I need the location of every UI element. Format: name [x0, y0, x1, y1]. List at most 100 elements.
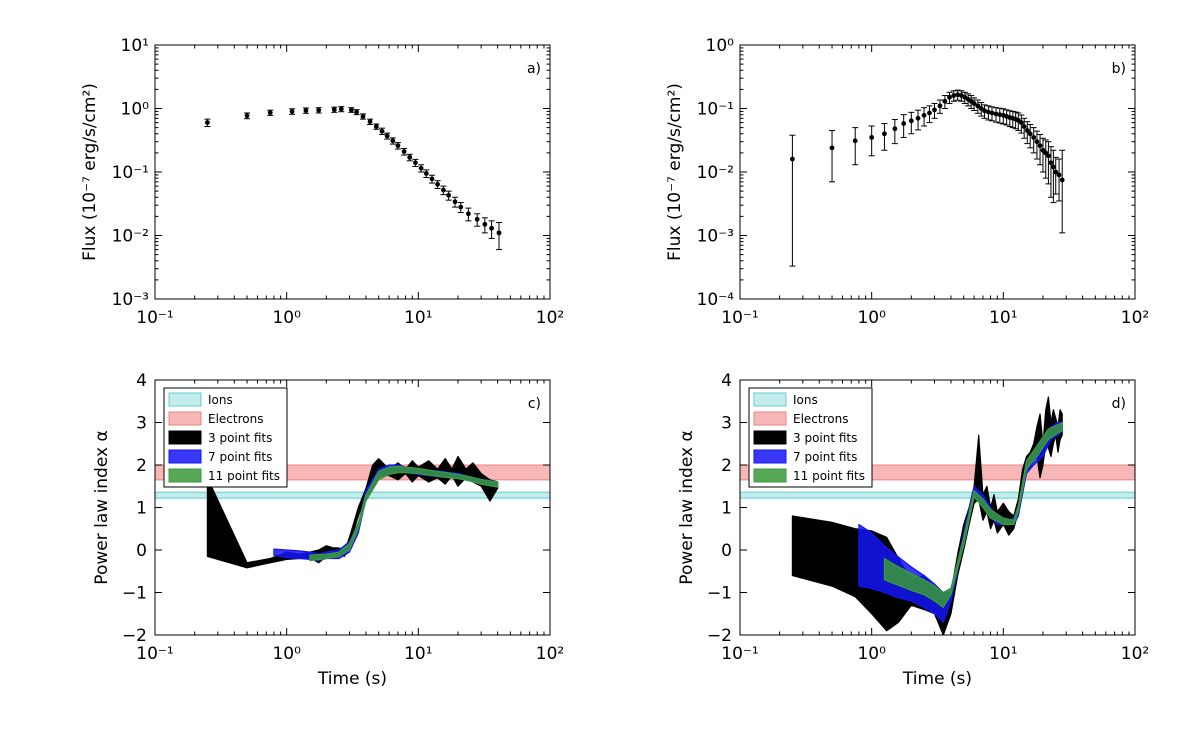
- data-point: [927, 110, 932, 116]
- data-point: [452, 199, 458, 205]
- x-tick-label: 10⁰: [272, 644, 301, 664]
- panel-label: a): [527, 61, 541, 77]
- x-tick-label: 10⁻¹: [136, 644, 173, 664]
- data-point: [932, 107, 937, 113]
- data-point: [1053, 169, 1059, 175]
- y-tick-label: −1: [122, 584, 147, 604]
- data-point: [829, 145, 835, 151]
- panel-label: b): [1112, 61, 1126, 77]
- x-tick-label: 10⁰: [272, 308, 301, 328]
- panel-label: d): [1112, 396, 1126, 412]
- data-point: [465, 211, 471, 217]
- data-point: [384, 133, 390, 139]
- legend-swatch: [753, 468, 787, 483]
- x-tick-label: 10²: [536, 644, 564, 664]
- data-point: [789, 156, 795, 162]
- data-point: [882, 131, 887, 137]
- panel-d: 10⁻¹ 10⁰ 10¹ 10² −2 −1 0 1 2 3 4 Power law index α T…: [677, 371, 1149, 689]
- data-point: [1018, 120, 1024, 125]
- plot-area: [789, 89, 1066, 267]
- data-point: [482, 221, 488, 227]
- legend: Ions Electrons 3 point fits 7 point fits 11 …: [748, 387, 873, 488]
- data-point: [1050, 164, 1056, 170]
- legend: Ions Electrons 3 point fits 7 point fits 11 …: [163, 387, 288, 488]
- data-point: [971, 101, 977, 106]
- data-point: [395, 143, 401, 149]
- data-point: [901, 121, 907, 126]
- legend-label: 3 point fits: [793, 431, 857, 445]
- data-point: [435, 181, 440, 187]
- data-point: [303, 108, 309, 113]
- panel-b: 10⁻¹ 10⁰ 10¹ 10² 10⁻⁴ 10⁻³ 10⁻² 10⁻¹ 10⁰ Flux (10…: [665, 36, 1149, 328]
- data-point: [942, 98, 948, 104]
- y-tick-label: 1: [136, 499, 147, 519]
- y-tick-label: 10⁻⁴: [697, 290, 735, 310]
- data-point: [1024, 128, 1030, 133]
- y-axis-label: Flux (10⁻⁷ erg/s/cm²): [665, 83, 685, 261]
- data-point: [915, 115, 921, 121]
- data-point: [360, 114, 366, 119]
- data-point: [446, 192, 452, 198]
- data-point: [1031, 135, 1037, 140]
- series-band-11-point-fits: [883, 421, 1063, 608]
- data-point: [244, 113, 250, 119]
- y-axis-label: Flux (10⁻⁷ erg/s/cm²): [80, 83, 100, 261]
- legend-label: 7 point fits: [793, 450, 857, 464]
- legend-swatch: [753, 430, 787, 445]
- data-point: [458, 204, 464, 210]
- data-point: [204, 120, 210, 125]
- legend-swatch: [753, 411, 787, 426]
- y-tick-label: 10¹: [121, 36, 149, 56]
- panel-a: 10⁻¹ 10⁰ 10¹ 10² 10⁻³ 10⁻² 10⁻¹ 10⁰ 10¹ Flux (10⁻…: [80, 36, 564, 328]
- y-tick-label: 10⁻²: [112, 227, 149, 247]
- legend-label: 11 point fits: [208, 469, 280, 483]
- data-point: [354, 109, 360, 115]
- plot-area: [204, 106, 503, 251]
- data-point: [289, 109, 295, 114]
- data-point: [316, 107, 322, 113]
- y-tick-label: 10⁻³: [112, 290, 149, 310]
- data-point: [407, 154, 413, 160]
- data-point: [951, 93, 957, 98]
- legend-swatch: [168, 468, 202, 483]
- data-point: [338, 106, 344, 112]
- plot-frame: [154, 44, 551, 300]
- legend-label: Ions: [208, 393, 233, 407]
- legend-swatch: [168, 411, 202, 426]
- data-point: [1048, 160, 1054, 166]
- data-point: [982, 108, 987, 114]
- legend-label: 7 point fits: [208, 450, 272, 464]
- data-point: [367, 119, 373, 125]
- data-point: [489, 225, 494, 231]
- y-tick-label: 10⁻²: [697, 163, 734, 183]
- data-point: [975, 103, 981, 109]
- y-tick-label: 1: [721, 499, 732, 519]
- x-tick-label: 10⁻¹: [721, 308, 758, 328]
- legend-label: 3 point fits: [208, 431, 272, 445]
- data-point: [429, 176, 435, 182]
- legend-swatch: [168, 430, 202, 445]
- x-axis-label: Time (s): [317, 669, 387, 689]
- band-ions: [740, 491, 1135, 499]
- data-point: [1021, 124, 1027, 129]
- data-point: [440, 187, 446, 193]
- legend-swatch: [168, 449, 202, 464]
- y-axis-label: Power law index α: [677, 430, 697, 584]
- data-point: [1046, 153, 1051, 159]
- legend-label: Electrons: [793, 412, 848, 426]
- y-tick-label: −2: [122, 626, 147, 646]
- y-tick-label: 10⁻¹: [697, 100, 734, 120]
- x-tick-label: 10⁰: [857, 644, 886, 664]
- data-point: [989, 110, 995, 116]
- y-tick-label: 3: [136, 414, 147, 434]
- x-tick-label: 10¹: [404, 644, 432, 664]
- legend-label: Electrons: [208, 412, 263, 426]
- x-tick-label: 10¹: [989, 644, 1017, 664]
- band-ions: [155, 491, 550, 499]
- data-point: [921, 112, 927, 118]
- data-point: [937, 103, 943, 109]
- data-point: [401, 149, 407, 154]
- legend-label: 11 point fits: [793, 469, 865, 483]
- y-tick-label: 10⁰: [121, 100, 150, 120]
